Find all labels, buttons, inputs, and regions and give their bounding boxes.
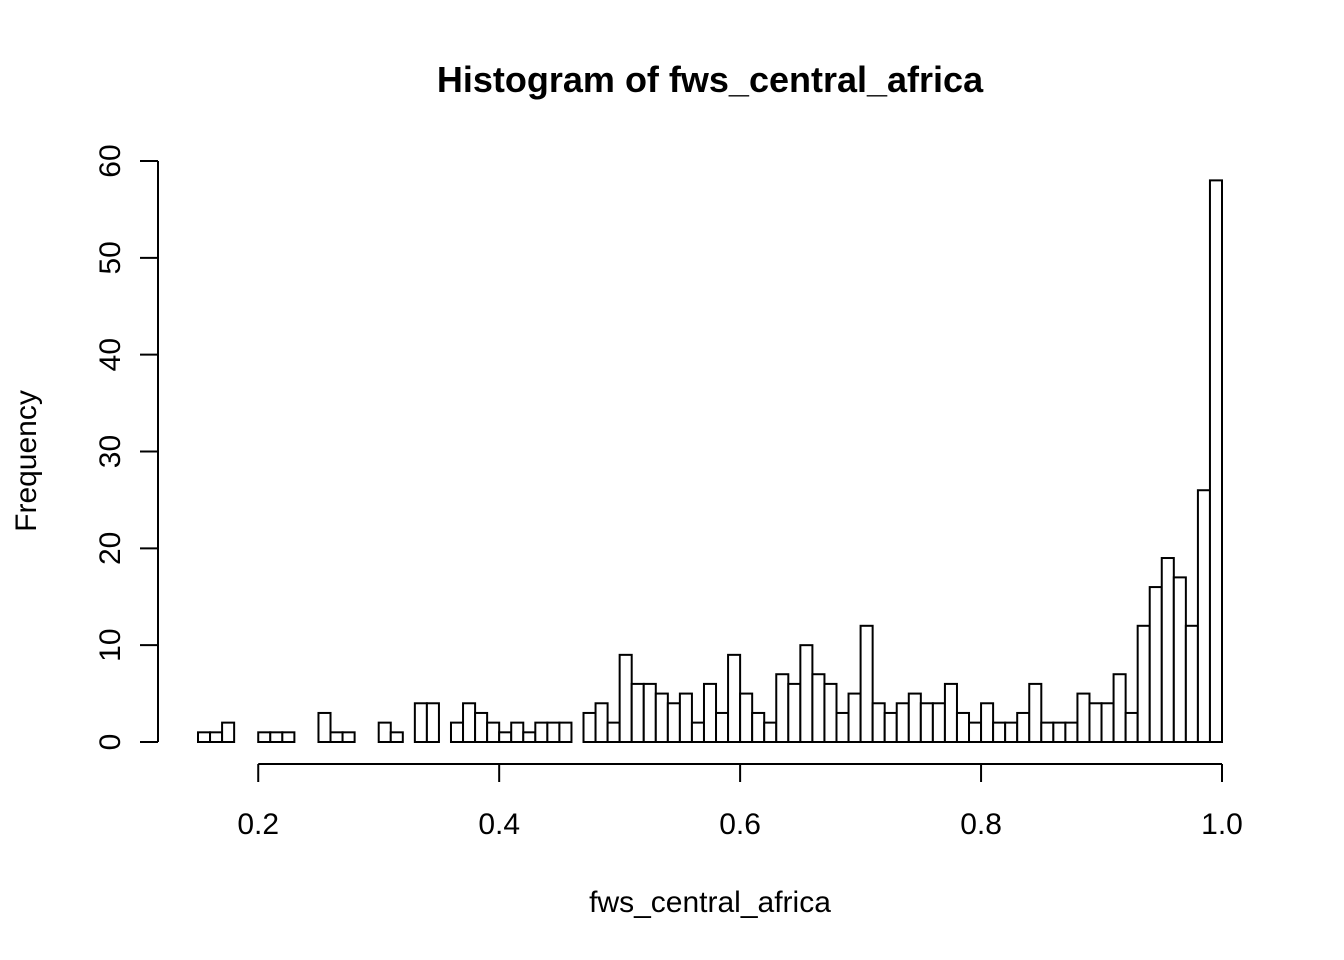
histogram-bar <box>594 702 609 744</box>
histogram-bar <box>449 721 465 744</box>
histogram-bar <box>678 692 693 744</box>
histogram-bar <box>209 731 224 744</box>
y-tick-label: 50 <box>94 241 127 274</box>
histogram-bar <box>1148 586 1163 743</box>
histogram-bar <box>510 721 525 744</box>
x-tick-label: 0.6 <box>719 808 761 841</box>
chart-title: Histogram of fws_central_africa <box>437 59 984 100</box>
histogram-bar <box>522 731 537 744</box>
histogram-bar <box>221 721 236 744</box>
histogram-bar <box>1028 682 1043 744</box>
histogram-bar <box>811 673 826 743</box>
histogram-bar <box>835 711 850 744</box>
histogram-bar <box>281 731 296 744</box>
histogram-bar <box>1184 624 1199 743</box>
histogram-bar <box>1124 711 1139 744</box>
histogram-bar <box>413 702 428 744</box>
histogram-bar <box>666 702 681 744</box>
histogram-bar <box>425 702 440 744</box>
x-tick-label: 0.4 <box>478 808 520 841</box>
histogram-bar <box>931 702 946 744</box>
histogram-bar <box>992 721 1007 744</box>
histogram-bar <box>763 721 778 744</box>
histogram-bars <box>197 179 1223 744</box>
histogram-bar <box>715 711 730 744</box>
histogram-bar <box>1112 673 1127 743</box>
histogram-bar <box>630 682 645 744</box>
histogram-bar <box>907 692 922 744</box>
x-tick-label: 1.0 <box>1201 808 1243 841</box>
histogram-bar <box>1100 702 1115 744</box>
histogram-bar <box>1052 721 1067 744</box>
histogram-bar <box>775 673 790 743</box>
histogram-bar <box>859 624 874 743</box>
histogram-bar <box>462 702 477 744</box>
histogram-bar <box>618 653 633 743</box>
histogram-bar <box>377 721 392 744</box>
histogram-bar <box>1136 624 1151 743</box>
histogram-bar <box>534 721 549 744</box>
y-tick-label: 10 <box>94 628 127 661</box>
histogram-bar <box>389 731 404 744</box>
histogram-bar <box>739 692 754 744</box>
histogram-bar <box>257 731 272 744</box>
y-tick-label: 40 <box>94 338 127 371</box>
histogram-bar <box>919 702 934 744</box>
x-axis: 0.2 0.4 0.6 0.8 1.0 <box>237 763 1243 841</box>
histogram-bar <box>1160 557 1175 744</box>
y-tick-label: 60 <box>94 144 127 177</box>
histogram-bar <box>895 702 910 744</box>
y-tick-label: 20 <box>94 532 127 565</box>
histogram-bar <box>871 702 886 744</box>
histogram-bar <box>968 721 983 744</box>
histogram-bar <box>1208 179 1223 743</box>
histogram-bar <box>1040 721 1055 744</box>
y-axis: 0 10 20 30 40 50 60 <box>94 144 159 751</box>
histogram-bar <box>197 731 212 744</box>
histogram-bar <box>498 731 513 744</box>
histogram-bar <box>799 644 814 743</box>
histogram-bar <box>943 682 958 744</box>
y-axis-label: Frequency <box>10 390 43 532</box>
histogram-bar <box>606 721 621 744</box>
histogram-bar <box>1076 692 1091 744</box>
y-tick-label: 30 <box>94 435 127 468</box>
histogram-bar <box>1016 711 1031 744</box>
histogram-bar <box>1004 721 1019 744</box>
histogram-bar <box>823 682 838 744</box>
histogram-bar <box>787 682 802 744</box>
x-axis-label: fws_central_africa <box>589 886 831 919</box>
histogram-bar <box>883 711 898 744</box>
y-tick-label: 0 <box>94 734 127 751</box>
histogram-bar <box>642 682 657 744</box>
histogram-bar <box>955 711 971 744</box>
histogram-bar <box>654 692 669 744</box>
histogram-bar <box>1196 489 1211 744</box>
histogram-bar <box>702 682 718 744</box>
x-tick-label: 0.2 <box>237 808 279 841</box>
histogram-bar <box>558 721 573 744</box>
histogram-bar <box>329 731 344 744</box>
histogram-bar <box>1064 721 1079 744</box>
histogram-bar <box>486 721 501 744</box>
histogram-bar <box>474 711 489 744</box>
histogram-bar <box>317 711 332 744</box>
histogram-bar <box>1088 702 1103 744</box>
histogram-bar <box>341 731 356 744</box>
histogram-bar <box>1172 576 1187 743</box>
histogram-bar <box>847 692 862 744</box>
histogram-bar <box>546 721 561 744</box>
histogram-bar <box>269 731 284 744</box>
histogram-bar <box>690 721 705 744</box>
histogram-bar <box>980 702 995 744</box>
x-tick-label: 0.8 <box>960 808 1002 841</box>
histogram-bar <box>727 653 742 743</box>
histogram-bar <box>751 711 766 744</box>
histogram-bar <box>582 711 597 744</box>
